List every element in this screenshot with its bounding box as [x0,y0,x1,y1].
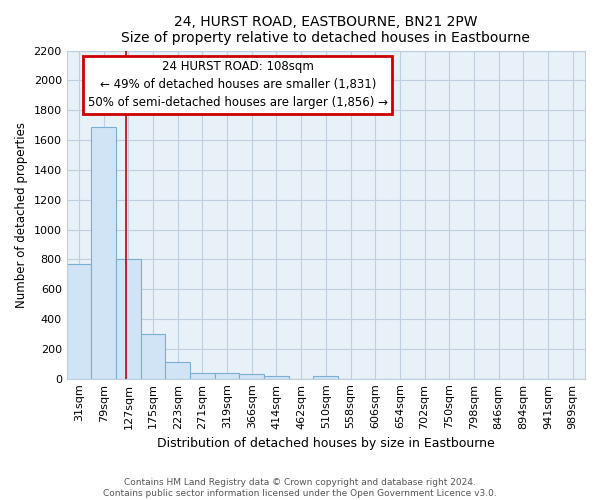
Bar [190,372,215,378]
Bar [141,334,166,378]
Text: Contains HM Land Registry data © Crown copyright and database right 2024.
Contai: Contains HM Land Registry data © Crown c… [103,478,497,498]
Title: 24, HURST ROAD, EASTBOURNE, BN21 2PW
Size of property relative to detached house: 24, HURST ROAD, EASTBOURNE, BN21 2PW Siz… [121,15,530,45]
Y-axis label: Number of detached properties: Number of detached properties [15,122,28,308]
Bar [166,362,190,378]
Bar [67,264,91,378]
Bar [264,376,289,378]
Bar [239,374,264,378]
Bar [215,374,239,378]
Text: 24 HURST ROAD: 108sqm
← 49% of detached houses are smaller (1,831)
50% of semi-d: 24 HURST ROAD: 108sqm ← 49% of detached … [88,60,388,110]
Bar [313,376,338,378]
X-axis label: Distribution of detached houses by size in Eastbourne: Distribution of detached houses by size … [157,437,495,450]
Bar [91,126,116,378]
Bar [116,260,141,378]
